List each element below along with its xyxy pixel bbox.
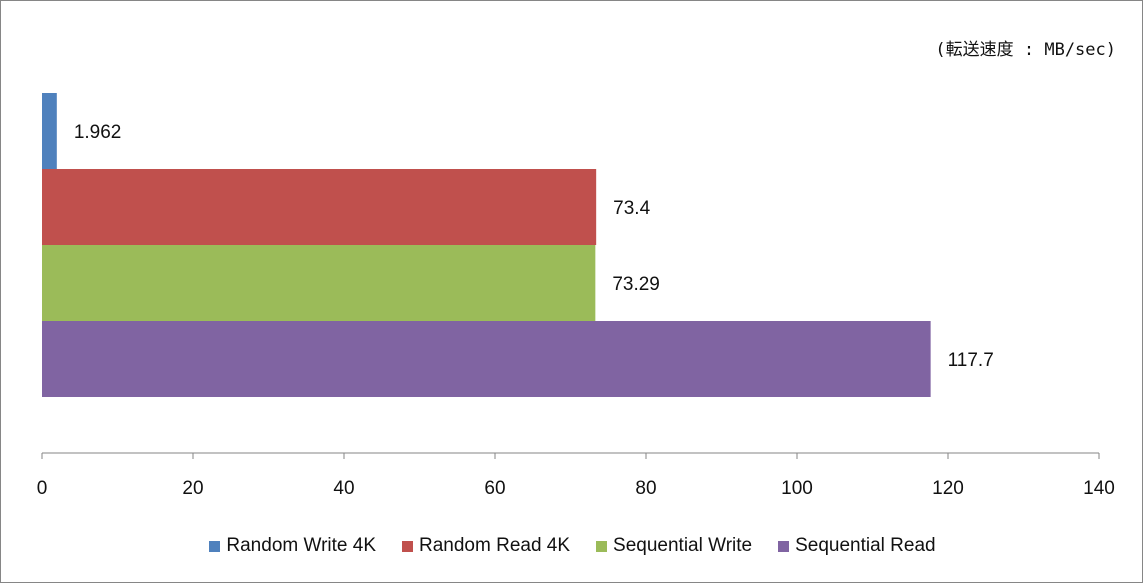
legend-label-sequential-write: Sequential Write — [613, 535, 753, 556]
x-tick-label-20: 20 — [182, 478, 203, 499]
x-tick-label-60: 60 — [484, 478, 505, 499]
x-tick-label-80: 80 — [635, 478, 656, 499]
x-tick-label-100: 100 — [781, 478, 813, 499]
data-label-sequential-write: 73.29 — [612, 274, 660, 295]
legend-item-random-write-4k: Random Write 4K — [209, 535, 376, 557]
data-labels-layer: 1.962 73.4 73.29 117.7 — [74, 122, 994, 371]
bar-random-read-4k — [42, 169, 597, 245]
x-tick-label-120: 120 — [932, 478, 964, 499]
x-axis-tick-labels: 0 20 40 60 80 100 120 140 — [37, 478, 1115, 499]
bar-sequential-write — [42, 245, 596, 321]
legend-label-random-write-4k: Random Write 4K — [226, 535, 376, 556]
data-label-random-write-4k: 1.962 — [74, 122, 122, 143]
legend-swatch-random-write-4k — [209, 540, 221, 552]
legend: Random Write 4K Random Read 4K Sequential … — [1, 531, 1143, 561]
bars-layer — [42, 93, 931, 397]
data-label-sequential-read: 117.7 — [948, 350, 994, 371]
legend-item-sequential-write: Sequential Write — [596, 535, 752, 557]
data-label-random-read-4k: 73.4 — [613, 198, 650, 219]
legend-swatch-sequential-read — [778, 540, 790, 552]
legend-item-sequential-read: Sequential Read — [778, 535, 936, 557]
legend-swatch-sequential-write — [596, 540, 608, 552]
x-axis-ticks — [41, 453, 1100, 459]
x-tick-label-140: 140 — [1083, 478, 1115, 499]
legend-label-sequential-read: Sequential Read — [795, 535, 936, 556]
x-tick-label-0: 0 — [37, 478, 48, 499]
x-tick-label-40: 40 — [333, 478, 354, 499]
legend-label-random-read-4k: Random Read 4K — [419, 535, 571, 556]
unit-label: (転送速度 : MB/sec) — [935, 40, 1116, 60]
bar-random-write-4k — [42, 93, 57, 169]
legend-item-random-read-4k: Random Read 4K — [402, 535, 570, 557]
legend-swatch-random-read-4k — [402, 540, 413, 552]
bar-sequential-read — [42, 321, 931, 397]
